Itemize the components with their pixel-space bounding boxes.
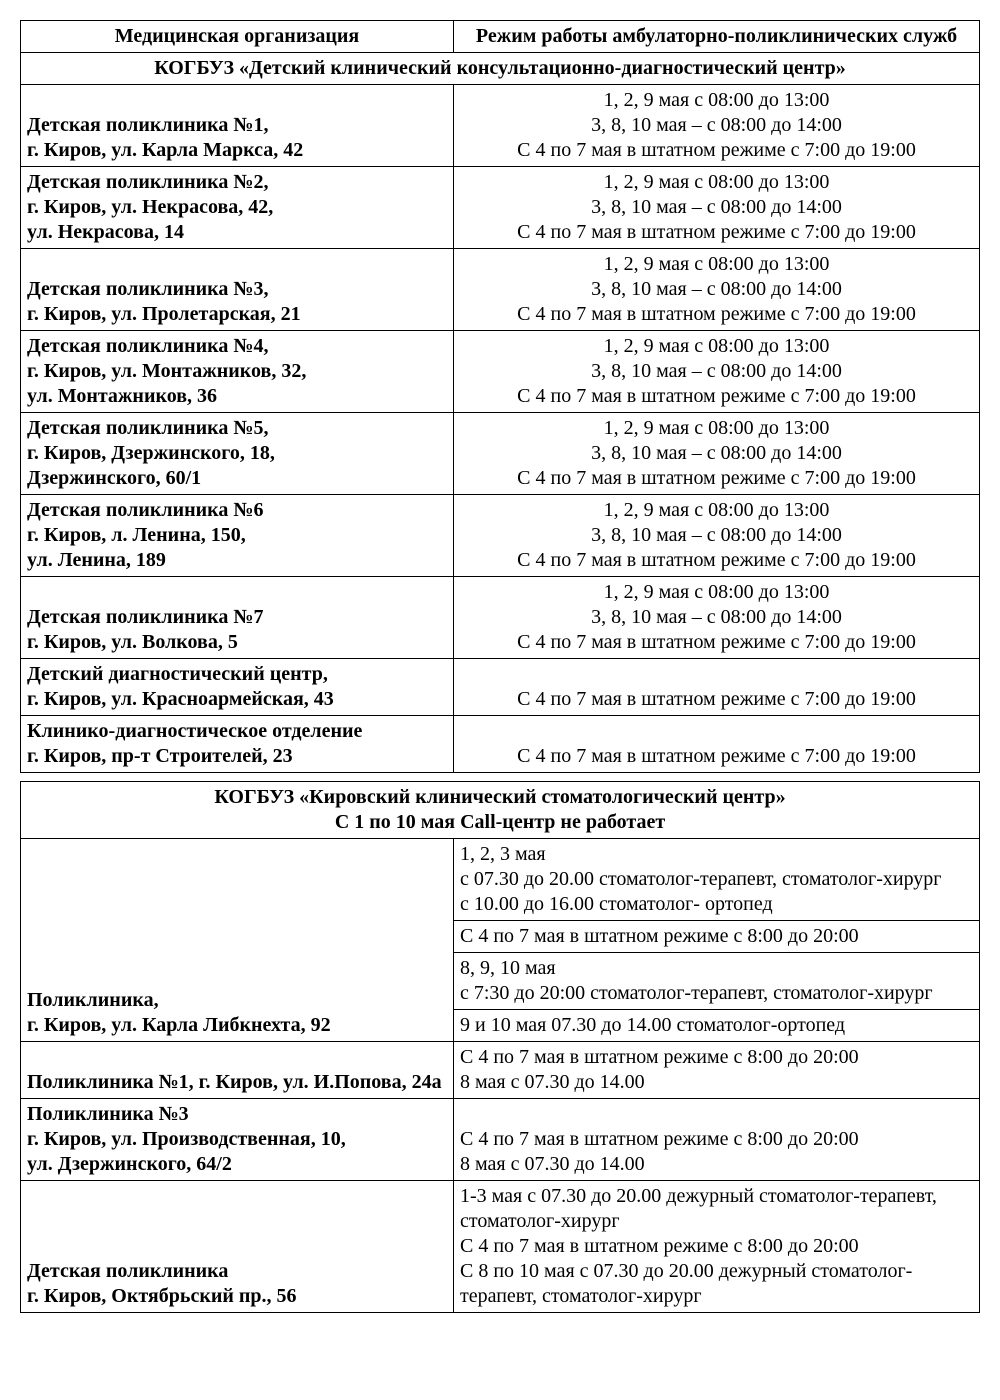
org-cell: Поликлиника №1, г. Киров, ул. И.Попова, … — [21, 1042, 454, 1099]
table-row: Поликлиника №1, г. Киров, ул. И.Попова, … — [21, 1042, 980, 1099]
org-cell: Детская поликлиника №4,г. Киров, ул. Мон… — [21, 331, 454, 413]
org-cell: Детская поликлиника №7г. Киров, ул. Волк… — [21, 577, 454, 659]
org-cell: Детская поликлиникаг. Киров, Октябрьский… — [21, 1181, 454, 1313]
table-row: Детская поликлиника №4,г. Киров, ул. Мон… — [21, 331, 980, 413]
table-row: Детская поликлиникаг. Киров, Октябрьский… — [21, 1181, 980, 1313]
col-header-schedule: Режим работы амбулаторно-поликлинических… — [454, 21, 980, 53]
schedule-cell: 1-3 мая с 07.30 до 20.00 дежурный стомат… — [454, 1181, 980, 1313]
org-cell: Детская поликлиника №5,г. Киров, Дзержин… — [21, 413, 454, 495]
org-cell: Клинико-диагностическое отделениег. Киро… — [21, 716, 454, 773]
org-cell: Детская поликлиника №2,г. Киров, ул. Нек… — [21, 167, 454, 249]
table-row: Детская поликлиника №3,г. Киров, ул. Про… — [21, 249, 980, 331]
schedule-cell: 1, 2, 9 мая с 08:00 до 13:003, 8, 10 мая… — [454, 85, 980, 167]
table-row: Детская поликлиника №7г. Киров, ул. Волк… — [21, 577, 980, 659]
schedule-cell: 1, 2, 3 маяс 07.30 до 20.00 стоматолог-т… — [454, 839, 980, 921]
section-row: КОГБУЗ «Кировский клинический стоматолог… — [21, 782, 980, 839]
org-cell: Детский диагностический центр,г. Киров, … — [21, 659, 454, 716]
schedule-cell: 1, 2, 9 мая с 08:00 до 13:003, 8, 10 мая… — [454, 495, 980, 577]
table-row: Детская поликлиника №5,г. Киров, Дзержин… — [21, 413, 980, 495]
org-cell: Детская поликлиника №3,г. Киров, ул. Про… — [21, 249, 454, 331]
header-row: Медицинская организация Режим работы амб… — [21, 21, 980, 53]
schedule-cell: С 4 по 7 мая в штатном режиме с 8:00 до … — [454, 921, 980, 953]
org-cell: Детская поликлиника №6г. Киров, л. Ленин… — [21, 495, 454, 577]
schedule-cell: 1, 2, 9 мая с 08:00 до 13:003, 8, 10 мая… — [454, 167, 980, 249]
schedule-cell: 1, 2, 9 мая с 08:00 до 13:003, 8, 10 мая… — [454, 577, 980, 659]
table-row: Поликлиника №3г. Киров, ул. Производстве… — [21, 1099, 980, 1181]
table-row: Детский диагностический центр,г. Киров, … — [21, 659, 980, 716]
section-header-2: КОГБУЗ «Кировский клинический стоматолог… — [21, 782, 980, 839]
section-header-1: КОГБУЗ «Детский клинический консультацио… — [21, 53, 980, 85]
col-header-org: Медицинская организация — [21, 21, 454, 53]
schedule-cell: 1, 2, 9 мая с 08:00 до 13:003, 8, 10 мая… — [454, 249, 980, 331]
schedule-cell: С 4 по 7 мая в штатном режиме с 8:00 до … — [454, 1099, 980, 1181]
table-row: Детская поликлиника №1,г. Киров, ул. Кар… — [21, 85, 980, 167]
schedule-cell: С 4 по 7 мая в штатном режиме с 8:00 до … — [454, 1042, 980, 1099]
schedule-table-2: КОГБУЗ «Кировский клинический стоматолог… — [20, 781, 980, 1313]
table-row: Детская поликлиника №2,г. Киров, ул. Нек… — [21, 167, 980, 249]
table-row: Детская поликлиника №6г. Киров, л. Ленин… — [21, 495, 980, 577]
schedule-cell: С 4 по 7 мая в штатном режиме с 7:00 до … — [454, 716, 980, 773]
org-cell: Поликлиника №3г. Киров, ул. Производстве… — [21, 1099, 454, 1181]
org-cell: Детская поликлиника №1,г. Киров, ул. Кар… — [21, 85, 454, 167]
table-row: Поликлиника,г. Киров, ул. Карла Либкнехт… — [21, 839, 980, 921]
schedule-cell: 9 и 10 мая 07.30 до 14.00 стоматолог-орт… — [454, 1010, 980, 1042]
schedule-table-1: Медицинская организация Режим работы амб… — [20, 20, 980, 773]
section-row: КОГБУЗ «Детский клинический консультацио… — [21, 53, 980, 85]
table-row: Клинико-диагностическое отделениег. Киро… — [21, 716, 980, 773]
schedule-cell: С 4 по 7 мая в штатном режиме с 7:00 до … — [454, 659, 980, 716]
org-cell: Поликлиника,г. Киров, ул. Карла Либкнехт… — [21, 839, 454, 1042]
schedule-cell: 1, 2, 9 мая с 08:00 до 13:003, 8, 10 мая… — [454, 331, 980, 413]
schedule-cell: 8, 9, 10 маяс 7:30 до 20:00 стоматолог-т… — [454, 953, 980, 1010]
schedule-cell: 1, 2, 9 мая с 08:00 до 13:003, 8, 10 мая… — [454, 413, 980, 495]
